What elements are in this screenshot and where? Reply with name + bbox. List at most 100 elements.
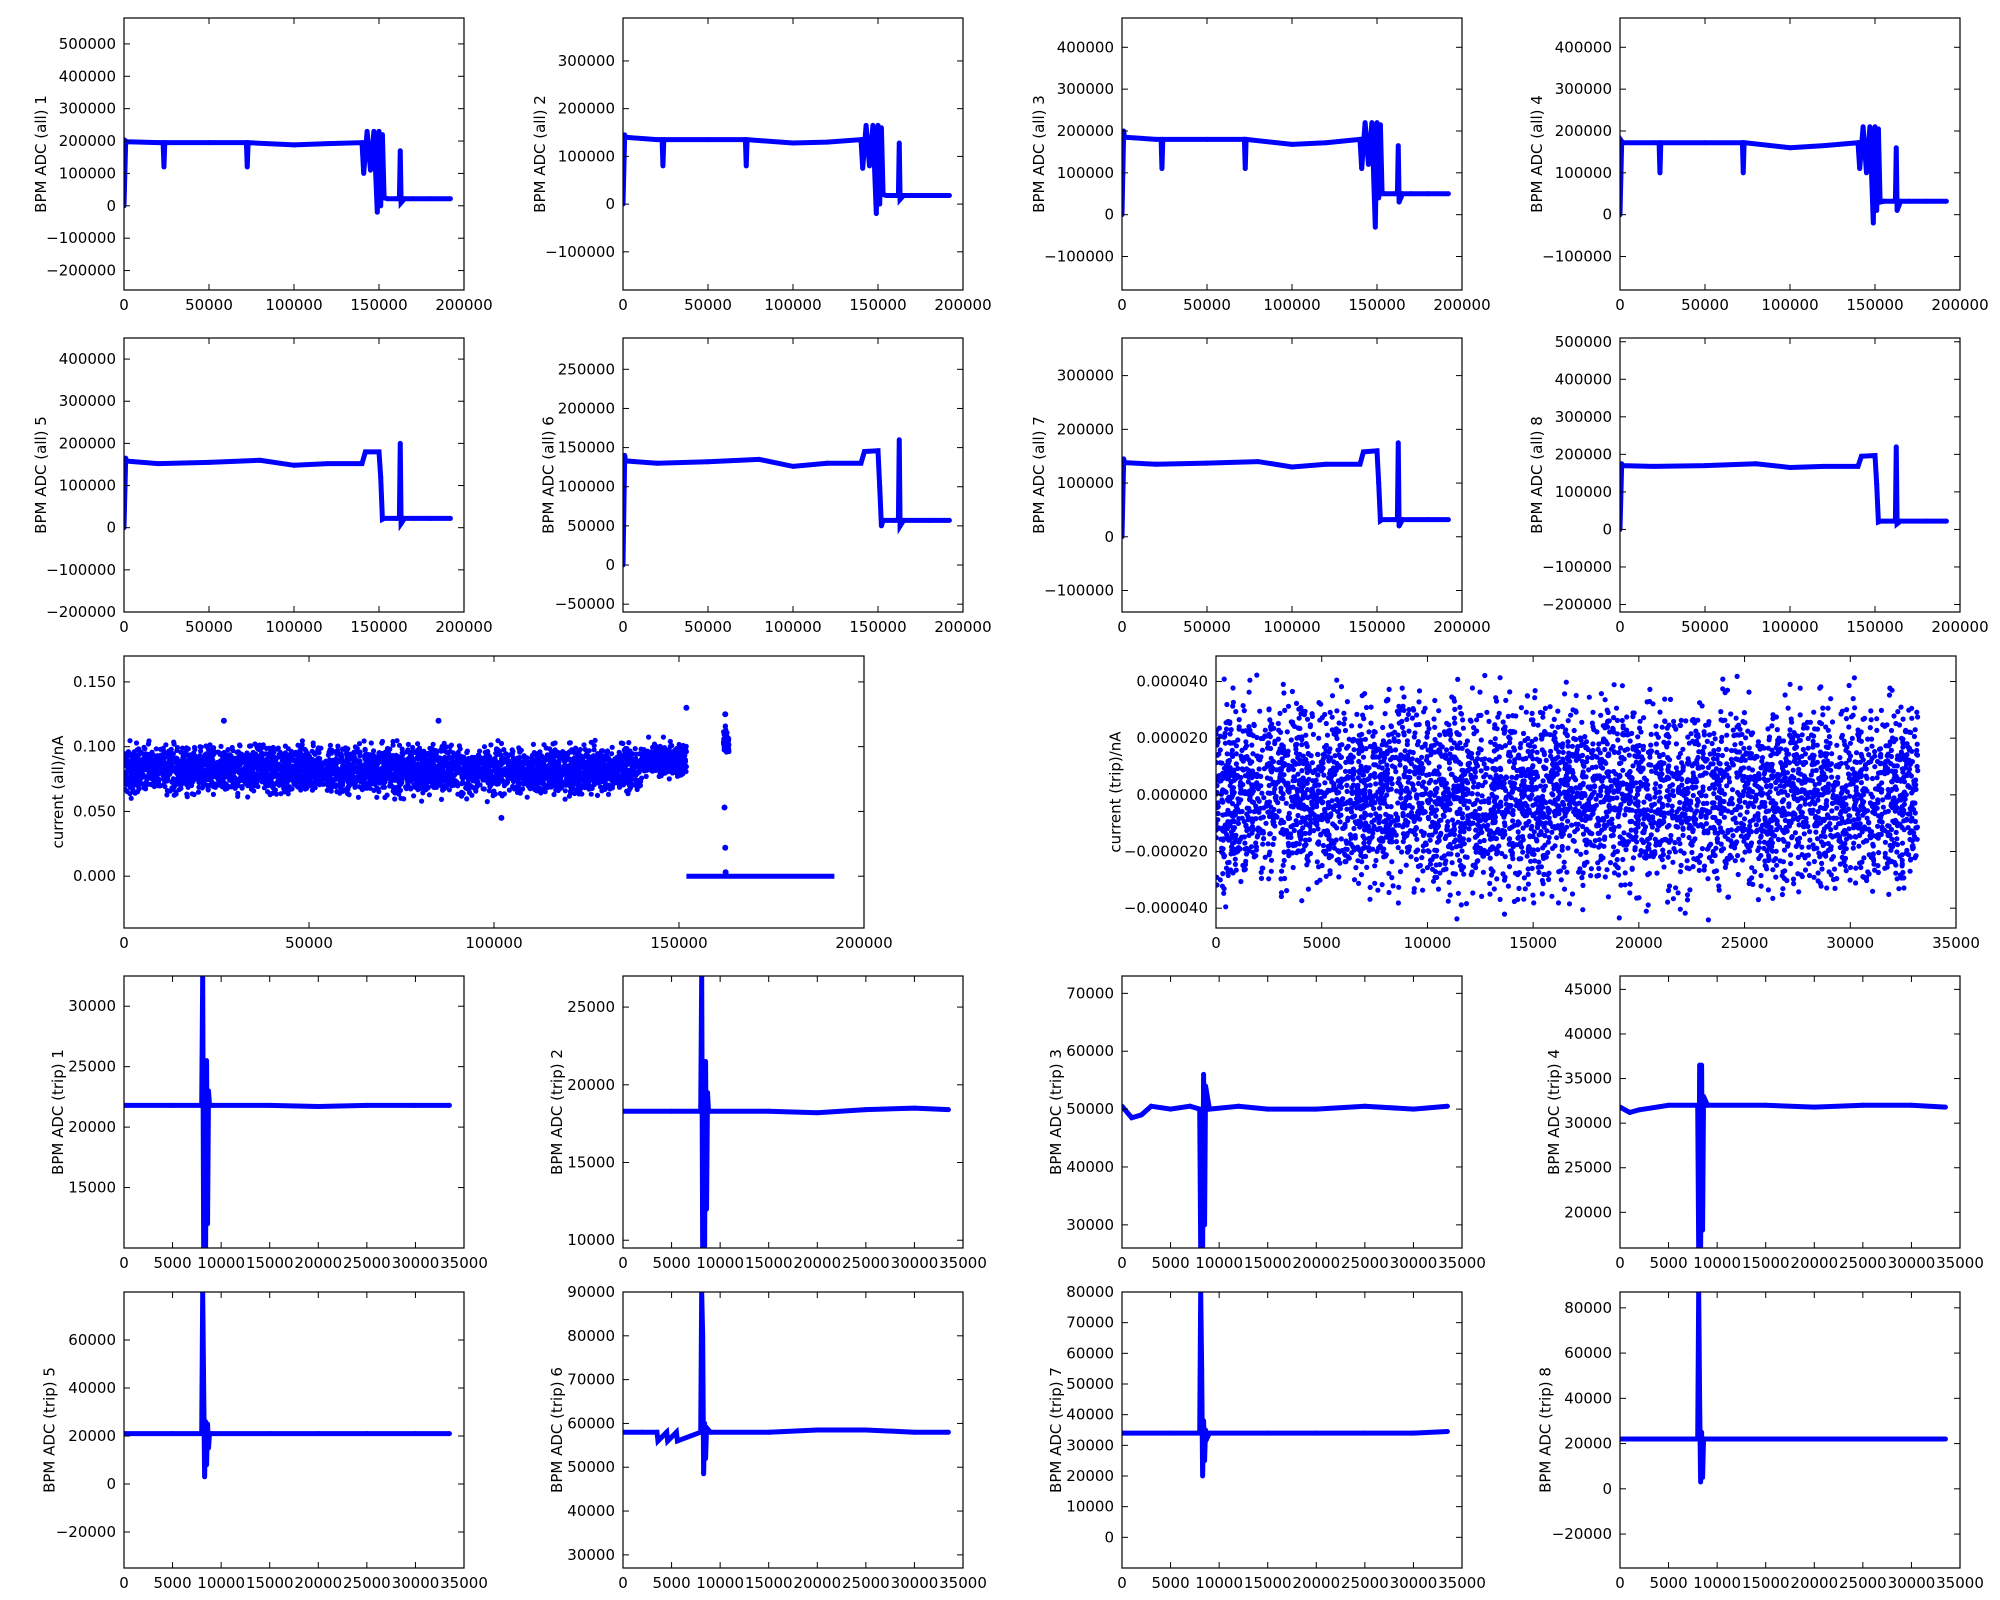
scatter-point [553,768,559,774]
scatter-point [627,784,634,791]
x-tick-label: 100000 [465,934,522,952]
scatter-point [273,791,280,797]
scatter-point [411,793,417,799]
data-point [1395,440,1401,446]
scatter-point [301,775,308,781]
scatter-point [455,783,461,789]
y-tick-label: 200000 [1555,122,1612,140]
scatter-point [494,781,500,787]
scatter-point [555,759,561,765]
scatter-point [133,740,140,746]
data-point [1923,198,1929,204]
scatter-point [357,761,363,767]
scatter-point [520,767,526,773]
scatter-point [673,765,679,771]
scatter-point [575,783,582,789]
x-tick-label: 150000 [1348,618,1405,636]
scatter-point [281,789,288,795]
scatter-point [335,743,341,749]
x-tick-label: 150000 [1846,296,1903,314]
scatter-point [157,760,163,767]
scatter-point [544,769,550,775]
x-tick-label: 150000 [1846,618,1903,636]
scatter-point [595,775,602,781]
scatter-point [298,787,304,793]
scatter-point [203,776,209,782]
x-tick-label: 50000 [1681,618,1729,636]
scatter-point [1293,700,1300,707]
y-tick-label: 0 [106,197,116,215]
scatter-point [299,738,305,744]
data-point [1396,199,1402,205]
y-axis-label: BPM ADC (all) 5 [32,416,50,534]
scatter-point [127,738,133,744]
y-tick-label: −100000 [1044,582,1114,600]
scatter-point [440,787,446,793]
y-tick-label: 150000 [558,439,615,457]
scatter-point [506,787,512,793]
scatter-point [585,768,591,774]
x-tick-label: 150000 [1348,296,1405,314]
scatter-point [371,775,377,782]
data-point [901,517,906,523]
data-point [705,137,711,143]
scatter-point [261,785,267,791]
y-tick-label: 300000 [1057,80,1114,98]
data-point [1243,136,1249,142]
scatter-point [722,711,729,718]
scatter-point [659,771,665,777]
x-tick-label: 100000 [1263,618,1320,636]
data-point [1153,461,1159,467]
scatter-point [446,750,452,756]
y-tick-label: −100000 [1044,248,1114,266]
scatter-point [161,755,167,761]
scatter-point [505,776,511,782]
data-point [376,449,382,455]
x-tick-label: 50000 [185,618,233,636]
y-axis-label: current (all)/nA [49,735,67,849]
scatter-point [581,769,587,775]
scatter-point [603,774,609,780]
scatter-point [218,769,224,775]
data-point [398,200,404,206]
scatter-point [609,763,615,769]
scatter-point [548,755,554,761]
scatter-point [359,771,365,778]
scatter-point [124,774,127,780]
series-line [124,131,451,213]
x-tick-label: 150000 [350,618,407,636]
data-point [1374,448,1380,454]
scatter-point [1261,795,1267,801]
scatter-point [469,792,475,798]
scatter-point [325,767,332,773]
data-point [1893,444,1899,450]
scatter-point [239,784,245,790]
scatter-point [515,780,522,786]
scatter-point [671,755,677,761]
scatter-point [337,757,343,763]
x-tick-label: 200000 [835,934,892,952]
data-point [397,148,403,154]
scatter-point [151,757,157,763]
scatter-point [618,740,624,746]
y-tick-label: 250000 [558,360,615,378]
scatter-point [491,788,497,794]
scatter-point [657,743,663,749]
scatter-point [132,757,138,763]
y-tick-label: 0 [1602,520,1612,538]
scatter-point [366,782,372,788]
scatter-point [382,794,388,801]
series-group [124,440,453,532]
series-group [623,437,952,568]
scatter-point [251,788,257,794]
data-point [909,193,915,199]
data-point [361,170,367,176]
y-tick-label: 0 [605,195,615,213]
x-tick-label: 100000 [764,618,821,636]
scatter-point [579,760,585,766]
series-line [1620,126,1947,224]
data-point [661,137,667,143]
scatter-point [621,753,627,760]
scatter-point [1291,827,1297,834]
y-tick-label: 200000 [1057,122,1114,140]
